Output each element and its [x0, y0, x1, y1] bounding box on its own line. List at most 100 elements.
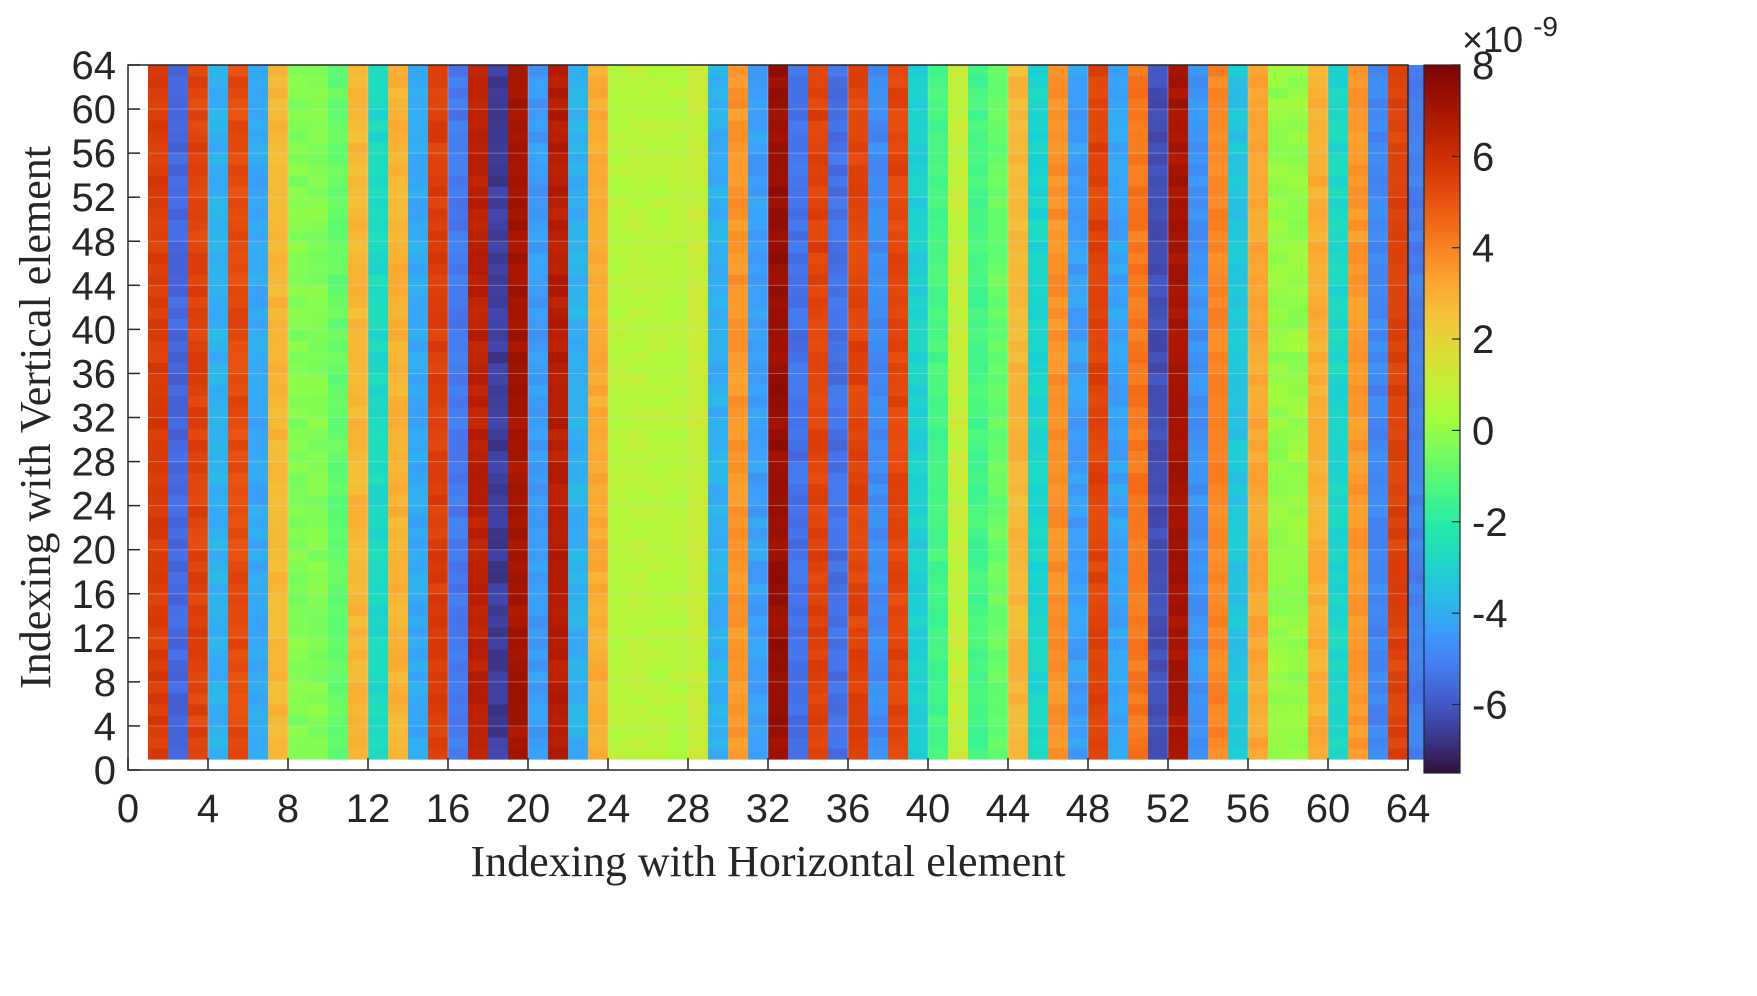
x-tick-label: 32: [746, 787, 791, 831]
heatmap-cell: [1348, 747, 1369, 760]
heatmap-cell: [748, 263, 769, 275]
heatmap-cell: [888, 98, 909, 110]
heatmap-cell: [1168, 219, 1189, 231]
heatmap-cell: [388, 439, 409, 452]
heatmap-cell: [1408, 560, 1429, 573]
heatmap-cell: [808, 648, 829, 661]
heatmap-cell: [1208, 395, 1229, 408]
heatmap-cell: [988, 516, 1009, 529]
heatmap-cell: [1088, 120, 1109, 132]
heatmap-cell: [708, 373, 729, 386]
heatmap-cell: [188, 230, 209, 242]
heatmap-cell: [688, 164, 709, 176]
heatmap-cell: [668, 648, 689, 661]
heatmap-cell: [688, 483, 709, 496]
heatmap-cell: [1148, 340, 1169, 353]
heatmap-cell: [148, 351, 169, 364]
heatmap-cell: [1388, 483, 1409, 496]
heatmap-cell: [208, 87, 229, 99]
heatmap-cell: [728, 186, 749, 198]
heatmap-cell: [788, 362, 809, 375]
heatmap-cell: [388, 65, 409, 77]
heatmap-cell: [488, 681, 509, 694]
heatmap-cell: [548, 670, 569, 683]
heatmap-cell: [748, 571, 769, 584]
heatmap-cell: [888, 582, 909, 595]
heatmap-cell: [288, 417, 309, 430]
heatmap-cell: [408, 703, 429, 716]
heatmap-cell: [1368, 219, 1389, 231]
heatmap-cell: [688, 626, 709, 639]
heatmap-cell: [688, 263, 709, 275]
heatmap-cell: [328, 604, 349, 617]
heatmap-cell: [728, 637, 749, 650]
heatmap-cell: [248, 615, 269, 628]
heatmap-cell: [148, 428, 169, 441]
heatmap-cell: [1068, 76, 1089, 88]
heatmap-cell: [1128, 274, 1149, 286]
heatmap-cell: [588, 538, 609, 551]
heatmap-cell: [428, 516, 449, 529]
heatmap-cell: [608, 549, 629, 562]
heatmap-cell: [828, 219, 849, 231]
heatmap-cell: [828, 395, 849, 408]
heatmap-cell: [848, 494, 869, 507]
heatmap-cell: [508, 648, 529, 661]
heatmap-cell: [848, 714, 869, 727]
heatmap-cell: [148, 450, 169, 463]
heatmap-cell: [608, 417, 629, 430]
heatmap-cell: [228, 142, 249, 154]
heatmap-cell: [368, 98, 389, 110]
heatmap-cell: [268, 692, 289, 705]
heatmap-cell: [1168, 560, 1189, 573]
heatmap-cell: [508, 692, 529, 705]
heatmap-cell: [428, 76, 449, 88]
heatmap-cell: [668, 483, 689, 496]
heatmap-cell: [868, 384, 889, 397]
heatmap-cell: [748, 197, 769, 209]
heatmap-cell: [488, 142, 509, 154]
heatmap-cell: [448, 692, 469, 705]
heatmap-cell: [1168, 318, 1189, 330]
heatmap-cell: [728, 241, 749, 253]
heatmap-cell: [988, 549, 1009, 562]
heatmap-cell: [1348, 494, 1369, 507]
heatmap-cell: [468, 87, 489, 99]
heatmap-cell: [528, 560, 549, 573]
heatmap-cell: [288, 406, 309, 419]
heatmap-cell: [608, 450, 629, 463]
heatmap-cell: [828, 439, 849, 452]
heatmap-cell: [568, 428, 589, 441]
heatmap-cell: [1128, 285, 1149, 297]
heatmap-cell: [148, 714, 169, 727]
heatmap-cell: [388, 395, 409, 408]
heatmap-cell: [1028, 516, 1049, 529]
heatmap-cell: [1368, 340, 1389, 353]
heatmap-cell: [388, 340, 409, 353]
heatmap-cell: [1348, 318, 1369, 330]
heatmap-cell: [608, 648, 629, 661]
heatmap-cell: [788, 241, 809, 253]
heatmap-cell: [588, 252, 609, 264]
heatmap-cell: [788, 472, 809, 485]
heatmap-cell: [208, 615, 229, 628]
heatmap-cell: [548, 175, 569, 187]
heatmap-cell: [248, 439, 269, 452]
heatmap-cell: [328, 329, 349, 341]
heatmap-cell: [1328, 604, 1349, 617]
heatmap-cell: [1168, 461, 1189, 474]
heatmap-cell: [988, 747, 1009, 760]
heatmap-cell: [568, 241, 589, 253]
heatmap-cell: [688, 351, 709, 364]
heatmap-cell: [628, 681, 649, 694]
heatmap-cell: [428, 87, 449, 99]
heatmap-cell: [848, 527, 869, 540]
heatmap-cell: [1028, 626, 1049, 639]
x-axis-label: Indexing with Horizontal element: [470, 837, 1065, 886]
heatmap-cell: [368, 494, 389, 507]
heatmap-cell: [668, 373, 689, 386]
heatmap-cell: [888, 747, 909, 760]
heatmap-cell: [1048, 120, 1069, 132]
heatmap-cell: [788, 527, 809, 540]
heatmap-cell: [468, 285, 489, 297]
